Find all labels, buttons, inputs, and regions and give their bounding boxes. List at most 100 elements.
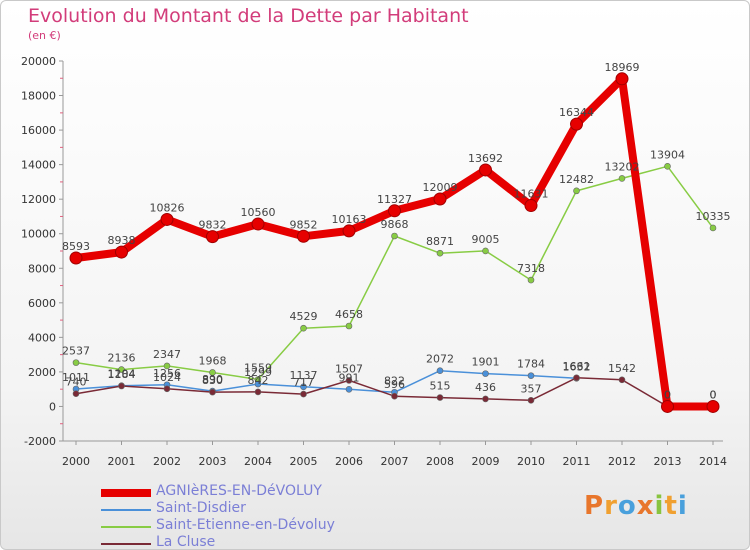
data-label: 12009 [423, 181, 458, 194]
data-label: 9832 [199, 219, 227, 232]
data-label: 16344 [559, 106, 594, 119]
data-point [69, 251, 83, 265]
data-label: 842 [248, 374, 269, 387]
data-point [436, 367, 444, 374]
data-point [527, 396, 535, 404]
y-tick-label: 2000 [28, 366, 56, 379]
data-label: 8593 [62, 240, 90, 253]
logo-letter: x [636, 491, 655, 521]
data-point [482, 247, 489, 255]
data-label: 12482 [559, 173, 594, 186]
data-label: 10163 [332, 213, 367, 226]
data-label: 1661 [563, 360, 591, 373]
data-label: 830 [202, 374, 223, 387]
data-label: 13904 [650, 148, 685, 161]
data-label: 890 [202, 373, 223, 386]
logo-letter: o [617, 491, 637, 521]
data-label: 9005 [472, 233, 500, 246]
data-label: 11327 [377, 193, 412, 206]
data-point [300, 383, 307, 391]
data-point [479, 163, 492, 177]
y-tick-label: 12000 [21, 193, 56, 206]
y-tick-label: 6000 [28, 297, 56, 310]
x-tick-label: 2012 [608, 455, 636, 468]
x-tick-label: 2013 [654, 455, 682, 468]
y-tick-label: -2000 [24, 435, 56, 448]
legend-label: La Cluse [156, 534, 216, 550]
data-point [163, 385, 171, 393]
data-label: 0 [710, 388, 717, 401]
data-label: 7318 [517, 262, 545, 275]
data-label: 991 [339, 371, 360, 384]
data-label: 2347 [153, 348, 181, 361]
data-label: 2072 [426, 353, 454, 366]
data-point [342, 224, 356, 238]
data-point [72, 390, 80, 397]
data-point [115, 245, 128, 259]
y-tick-label: 14000 [21, 159, 56, 172]
data-point [573, 187, 580, 195]
logo-letter: i [654, 491, 665, 521]
logo-letter: t [664, 491, 678, 521]
data-point [297, 229, 310, 243]
y-tick-label: 10000 [21, 228, 56, 241]
data-label: 13202 [605, 160, 640, 173]
data-point [345, 377, 353, 384]
data-label: 515 [430, 380, 451, 393]
data-point [524, 199, 538, 213]
y-tick-label: 8000 [28, 262, 56, 275]
logo-letter: r [604, 491, 618, 521]
data-label: 2136 [108, 352, 136, 365]
data-label: 11631 [514, 188, 549, 201]
data-point [391, 392, 398, 400]
data-label: 1184 [108, 368, 136, 381]
data-label: 1011 [62, 371, 90, 384]
y-tick-label: 0 [49, 400, 56, 413]
data-label: 740 [66, 376, 87, 389]
x-tick-label: 2006 [335, 455, 363, 468]
data-point [300, 390, 307, 398]
data-point [618, 175, 626, 182]
logo-letter: P [584, 491, 605, 521]
data-label: 1968 [199, 354, 227, 367]
data-point [527, 276, 535, 284]
data-label: 2537 [62, 345, 90, 358]
data-point [618, 376, 626, 384]
x-tick-label: 2010 [517, 455, 545, 468]
data-label: 1204 [108, 368, 136, 381]
data-point [664, 162, 671, 170]
data-point [345, 322, 353, 330]
data-point [570, 117, 583, 131]
data-point [300, 324, 307, 332]
x-tick-label: 2002 [153, 455, 181, 468]
data-label: 0 [664, 388, 671, 401]
data-point [163, 362, 171, 370]
data-point [118, 366, 125, 373]
data-label: 4529 [290, 310, 318, 323]
x-tick-label: 2009 [472, 455, 500, 468]
data-point [72, 359, 80, 366]
data-point [388, 204, 401, 218]
legend-label: AGNIèRES-EN-DéVOLUY [156, 483, 322, 499]
data-label: 10560 [241, 206, 276, 219]
data-point [433, 192, 447, 206]
data-label: 0 [710, 388, 717, 401]
data-point [251, 217, 265, 231]
data-label: 1024 [153, 371, 181, 384]
data-point [254, 388, 262, 396]
x-tick-label: 2008 [426, 455, 454, 468]
data-point [706, 399, 720, 413]
x-tick-label: 2003 [199, 455, 227, 468]
legend-line [101, 526, 151, 528]
data-label: 1137 [290, 369, 318, 382]
legend-label: Saint-Disdier [156, 500, 246, 516]
data-label: 18969 [605, 61, 640, 74]
data-point [209, 388, 216, 396]
data-point [573, 374, 580, 382]
data-label: 1507 [335, 362, 363, 375]
data-label: 1256 [153, 367, 181, 380]
data-point [254, 380, 262, 388]
y-tick-label: 20000 [21, 55, 56, 68]
data-label: 822 [384, 374, 405, 387]
